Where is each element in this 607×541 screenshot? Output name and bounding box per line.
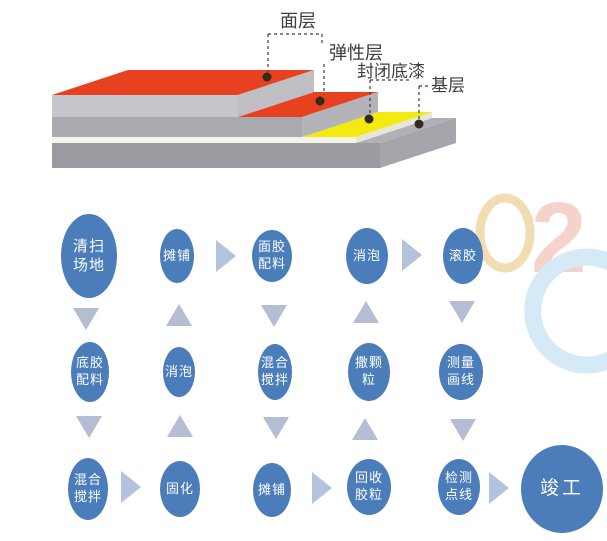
arrow-right-icon — [216, 240, 236, 272]
flow-node-completion: 竣工 — [521, 445, 603, 533]
arrow-right-icon — [489, 472, 509, 504]
sealing-primer-leader — [369, 79, 412, 113]
base-layer-top-face — [356, 118, 456, 143]
flow-node-inspect-lines: 检测 点线 — [438, 459, 480, 515]
flow-node-mix-stir-2: 混合 搅拌 — [68, 458, 108, 520]
flow-node-pave-2: 摊铺 — [253, 463, 291, 517]
flow-node-pave-1: 摊铺 — [160, 229, 194, 283]
sealing-primer-side-face — [356, 112, 432, 143]
arrow-down-icon — [76, 416, 102, 438]
watermark: 2 — [475, 182, 607, 374]
elastic-layer-label: 弹性层 — [329, 43, 383, 63]
base-layer-dot — [414, 119, 424, 129]
flow-node-recycle-granules: 回收 胶粒 — [347, 459, 391, 515]
arrow-up-icon — [353, 301, 379, 323]
flow-node-roll-glue: 滚胶 — [443, 228, 483, 284]
leader-lines — [262, 33, 428, 129]
flow-node-defoam-1: 消泡 — [346, 228, 388, 284]
flow-node-defoam-2: 消泡 — [163, 347, 195, 397]
surface-layer-front-face — [52, 95, 238, 117]
surface-layer-side-face — [238, 70, 314, 117]
elastic-layer-dot — [315, 96, 325, 106]
watermark-letter-c — [524, 248, 607, 374]
sealing-primer-front-face — [52, 137, 356, 143]
base-layer-side-face — [380, 118, 456, 168]
arrow-up-icon — [167, 415, 193, 437]
surface-layer-dot — [262, 72, 272, 82]
sealing-primer-top-face — [302, 112, 432, 137]
arrow-right-icon — [402, 239, 422, 271]
flow-node-cure: 固化 — [160, 461, 200, 517]
watermark-letter-0 — [475, 193, 535, 273]
flow-node-surface-glue-batch: 面胶 配料 — [252, 230, 292, 282]
surface-layer-top-face — [52, 70, 314, 95]
sealing-primer-slab — [52, 112, 432, 143]
sealing-primer-label: 封闭底漆 — [357, 62, 425, 81]
arrow-right-icon — [121, 471, 141, 503]
elastic-layer-side-face — [302, 92, 378, 137]
base-layer-front-face — [52, 143, 380, 168]
surface-layer-leader — [267, 33, 323, 72]
flow-node-mix-stir-1: 混合 搅拌 — [258, 344, 292, 400]
base-layer-slab — [52, 118, 456, 168]
elastic-layer-front-face — [52, 117, 302, 137]
sealing-primer-dot — [364, 114, 374, 124]
base-layer-leader — [418, 85, 428, 119]
surface-layer-label: 面层 — [280, 11, 316, 31]
flow-node-clean-site: 清扫 场地 — [61, 214, 117, 298]
base-layer-label: 基层 — [431, 76, 465, 95]
arrow-right-icon — [312, 472, 332, 504]
flow-node-spread-granules: 撒颗 粒 — [348, 343, 390, 401]
arrow-down-icon — [449, 301, 475, 323]
flow-node-base-glue-batch: 底胶 配料 — [71, 342, 109, 402]
flow-node-measure-mark: 测量 画线 — [439, 344, 483, 400]
arrow-down-icon — [263, 417, 289, 439]
arrow-up-icon — [166, 304, 192, 326]
arrow-down-icon — [450, 419, 476, 441]
elastic-layer-top-face — [238, 92, 378, 117]
surface-layer-slab — [52, 70, 314, 117]
arrow-down-icon — [73, 308, 99, 330]
arrow-up-icon — [352, 418, 378, 440]
arrow-down-icon — [261, 305, 287, 327]
elastic-layer-slab — [52, 92, 378, 137]
